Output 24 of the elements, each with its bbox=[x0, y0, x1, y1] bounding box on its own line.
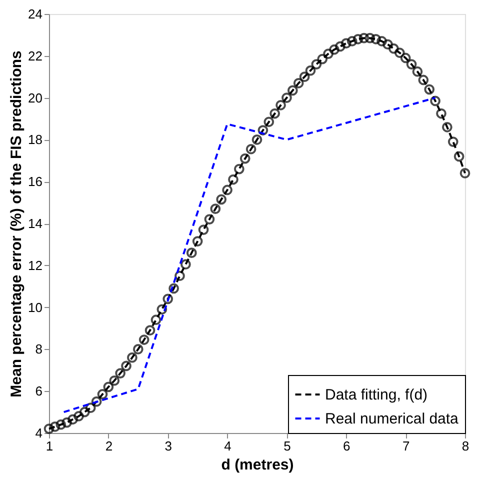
y-tick-label: 24 bbox=[28, 6, 42, 22]
x-axis-title: d (metres) bbox=[221, 456, 294, 474]
y-tick-label: 22 bbox=[28, 48, 42, 64]
line-series bbox=[62, 96, 436, 414]
x-tick-label: 6 bbox=[343, 438, 350, 454]
y-tick-label: 20 bbox=[28, 90, 42, 106]
x-tick-label: 4 bbox=[224, 438, 232, 454]
y-axis-title: Mean percentage error (%) of the FIS predictions bbox=[8, 50, 26, 398]
y-tick-label: 12 bbox=[28, 258, 42, 273]
x-tick-label: 5 bbox=[284, 438, 291, 454]
legend-label: Data fitting, f(d) bbox=[325, 386, 428, 404]
y-tick-label: 16 bbox=[28, 174, 42, 190]
y-tick-label: 14 bbox=[28, 216, 42, 231]
y-tick-label: 10 bbox=[28, 300, 42, 315]
x-tick-label: 7 bbox=[402, 438, 410, 454]
y-tick-label: 4 bbox=[35, 426, 42, 440]
y-tick-label: 6 bbox=[35, 384, 42, 399]
y-tick-label: 8 bbox=[35, 342, 42, 357]
x-tick-label: 2 bbox=[105, 438, 113, 454]
x-tick-label: 8 bbox=[462, 438, 470, 454]
x-tick-label: 3 bbox=[164, 438, 172, 454]
x-tick-label: 1 bbox=[46, 438, 54, 454]
legend-label: Real numerical data bbox=[325, 410, 460, 428]
y-tick-label: 18 bbox=[28, 132, 42, 148]
